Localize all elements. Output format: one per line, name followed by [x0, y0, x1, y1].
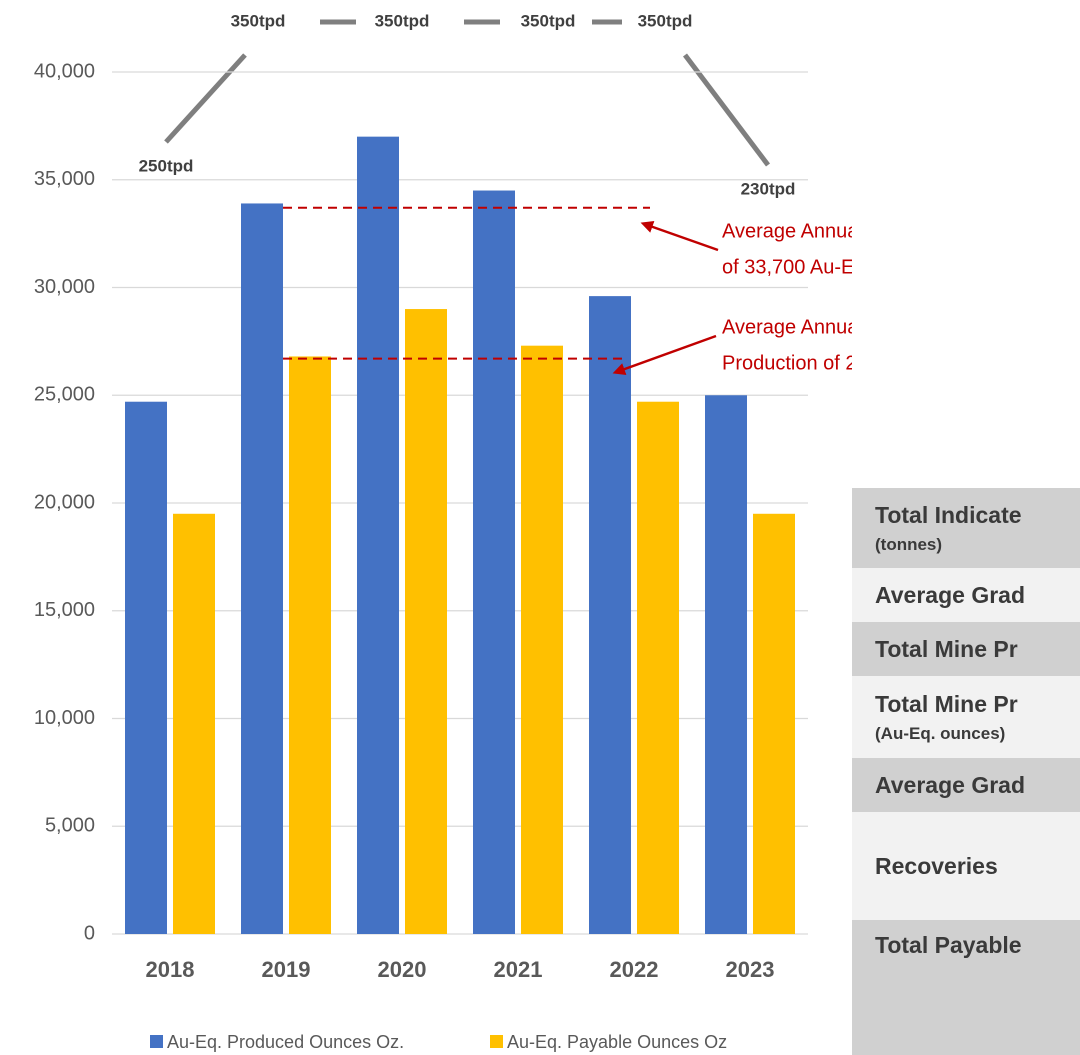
row-label: Total Mine Pr [875, 690, 1018, 717]
y-tick-label: 15,000 [34, 599, 95, 621]
table-row: Total Mine Pr [852, 622, 1080, 676]
y-tick-label: 40,000 [34, 60, 95, 82]
annotation: 350tpd [375, 11, 430, 30]
y-tick-label: 30,000 [34, 276, 95, 298]
bar [173, 513, 215, 934]
legend-swatch [150, 1035, 163, 1048]
table-row: Average Grad [852, 568, 1080, 622]
reference-label: Average Annual Payable [722, 316, 852, 338]
y-tick-label: 20,000 [34, 491, 95, 513]
y-tick-label: 35,000 [34, 168, 95, 190]
annotation: 230tpd [741, 179, 796, 198]
y-tick-label: 0 [84, 922, 95, 944]
bar [357, 136, 399, 934]
bar [705, 395, 747, 934]
bar [289, 356, 331, 935]
bar [753, 513, 795, 934]
x-tick-label: 2019 [262, 957, 311, 982]
row-label: Total Indicate [875, 501, 1022, 528]
connector [164, 53, 247, 144]
row-label: Recoveries [875, 852, 998, 879]
row-sublabel: (tonnes) [875, 534, 943, 554]
chart: 0 5,000 10,000 15,000 20,000 25,000 30,000 35,0… [34, 11, 852, 1052]
x-tick-label: 2018 [146, 957, 195, 982]
x-tick-label: 2021 [494, 957, 543, 982]
table-row: Average Grad [852, 758, 1080, 812]
reference-label: of 33,700 Au-Eq. oz [722, 256, 852, 278]
legend-swatch [490, 1035, 503, 1048]
annotation: 250tpd [139, 156, 194, 175]
bar [241, 203, 283, 934]
table-row: Recoveries [852, 812, 1080, 920]
bar [637, 401, 679, 935]
bar [521, 345, 563, 934]
x-tick-label: 2020 [378, 957, 427, 982]
row-sublabel: (Au-Eq. ounces) [875, 723, 1006, 743]
table-row: Total Indicate (tonnes) [852, 488, 1080, 568]
summary-table: Total Indicate (tonnes) Average Grad Total … [852, 488, 1080, 1055]
reference-label: Production of 26,700 Au-Eq. oz [722, 352, 852, 374]
bar [589, 296, 631, 934]
bar [405, 309, 447, 934]
annotation: 350tpd [231, 11, 286, 30]
y-tick-label: 5,000 [45, 815, 95, 837]
row-label: Total Payable [875, 932, 1022, 958]
legend-label: Au-Eq. Payable Ounces Oz [507, 1032, 727, 1052]
annotation: 350tpd [521, 11, 576, 30]
connector [683, 53, 770, 167]
reference-label: Average Annual Production [722, 220, 852, 242]
row-label: Average Grad [875, 581, 1025, 608]
y-tick-label: 10,000 [34, 707, 95, 729]
row-label: Total Mine Pr [875, 635, 1018, 662]
row-label: Average Grad [875, 771, 1025, 798]
callout-arrow [640, 220, 719, 252]
table-row: Total Payable [852, 920, 1080, 1055]
bar [125, 401, 167, 935]
annotation: 350tpd [638, 11, 693, 30]
callout-arrow [612, 334, 717, 376]
y-tick-label: 25,000 [34, 384, 95, 406]
tpd-connectors [164, 19, 770, 167]
table-row: Total Mine Pr (Au-Eq. ounces) [852, 676, 1080, 758]
x-tick-label: 2023 [726, 957, 775, 982]
bar [473, 190, 515, 934]
x-tick-label: 2022 [610, 957, 659, 982]
legend-label: Au-Eq. Produced Ounces Oz. [167, 1032, 404, 1052]
